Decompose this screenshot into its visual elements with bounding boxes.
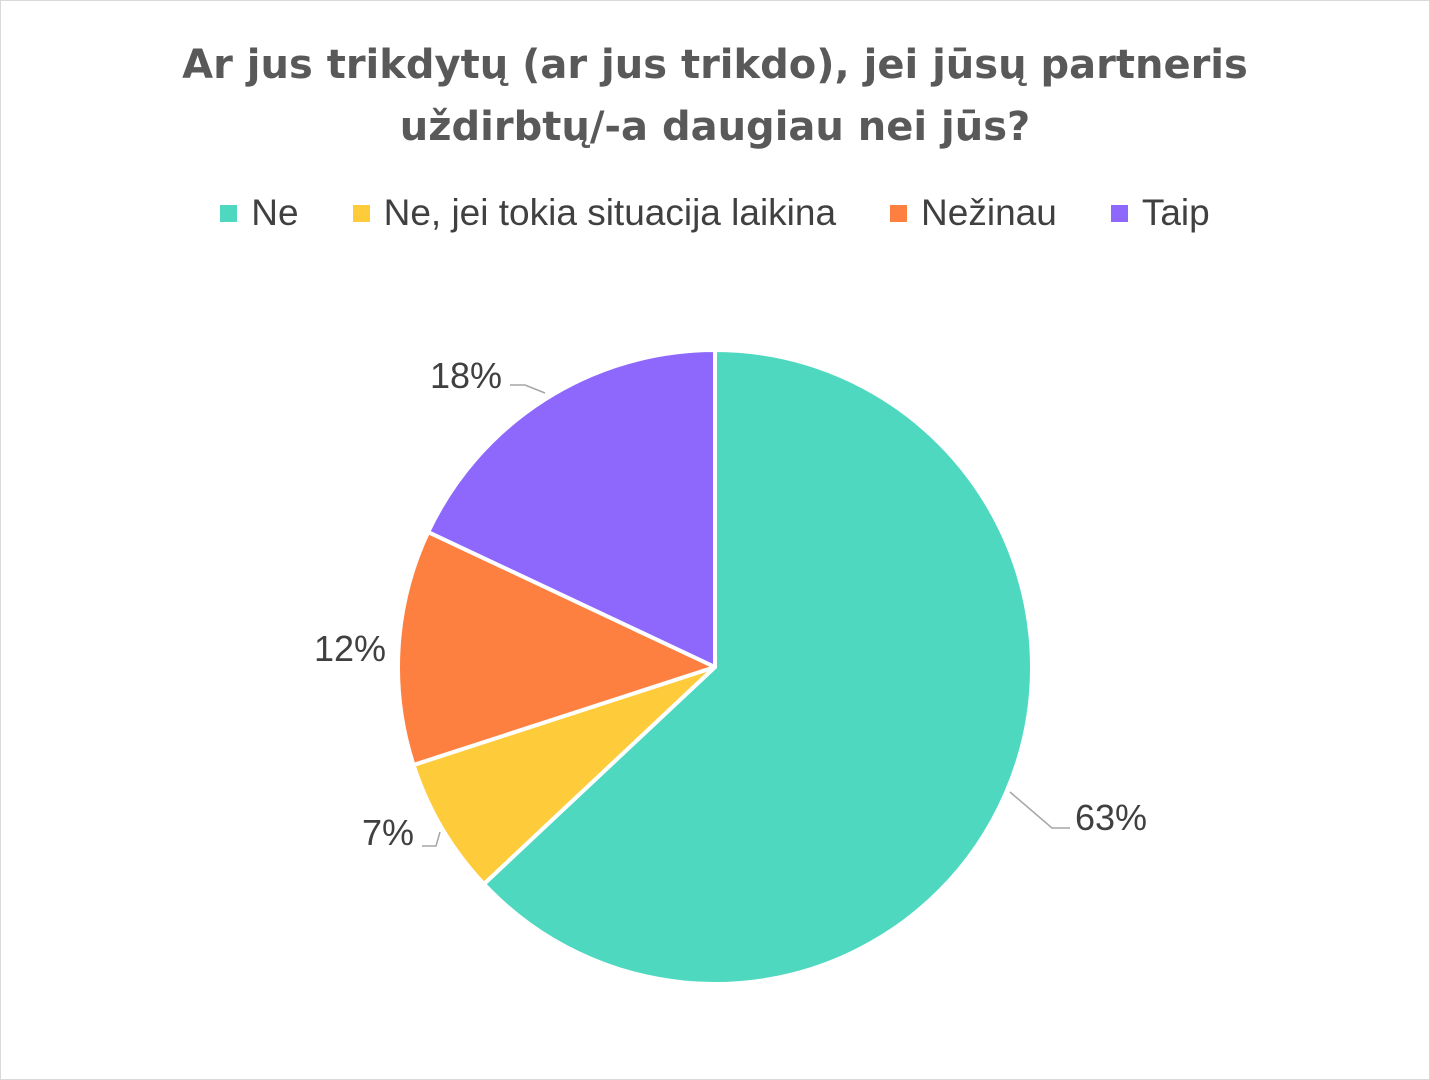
data-label-ne-laikina: 7% xyxy=(362,812,414,853)
data-label-nezinau: 12% xyxy=(314,628,386,669)
legend-label-taip: Taip xyxy=(1141,192,1210,233)
pie-slice-nezinau xyxy=(396,530,717,767)
pie-slice-ne-laikina xyxy=(411,665,717,887)
leader-line-ne xyxy=(1009,791,1070,829)
legend-label-ne: Ne xyxy=(251,192,299,233)
legend-item-ne: Ne xyxy=(220,192,299,234)
chart-title-line-1: Ar jus trikdytų (ar jus trikdo), jei jūs… xyxy=(182,42,1248,88)
leader-line-taip xyxy=(510,384,546,394)
legend-label-ne-laikina: Ne, jei tokia situacija laikina xyxy=(383,192,837,233)
legend-item-ne-laikina: Ne, jei tokia situacija laikina xyxy=(352,192,837,234)
legend-item-nezinau: Nežinau xyxy=(890,192,1057,234)
legend-swatch-ne xyxy=(220,204,238,222)
pie-slice-ne xyxy=(481,348,1034,986)
chart-title: Ar jus trikdytų (ar jus trikdo), jei jūs… xyxy=(0,34,1430,158)
data-labels: 63% 7% 12% 18% xyxy=(314,355,1147,853)
leader-line-ne-laikina xyxy=(422,831,441,847)
legend-swatch-taip xyxy=(1110,204,1128,222)
leader-lines xyxy=(422,384,1070,847)
chart-title-line-2: uždirbtų/-a daugiau nei jūs? xyxy=(399,104,1031,150)
legend-item-taip: Taip xyxy=(1110,192,1210,234)
legend-swatch-nezinau xyxy=(890,204,908,222)
chart-legend: Ne Ne, jei tokia situacija laikina Nežin… xyxy=(0,192,1430,234)
legend-label-nezinau: Nežinau xyxy=(921,192,1057,233)
data-label-taip: 18% xyxy=(430,355,502,396)
data-label-ne: 63% xyxy=(1075,797,1147,838)
pie-slices xyxy=(396,348,1034,986)
pie-slice-taip xyxy=(426,348,717,669)
legend-swatch-ne-laikina xyxy=(352,204,370,222)
